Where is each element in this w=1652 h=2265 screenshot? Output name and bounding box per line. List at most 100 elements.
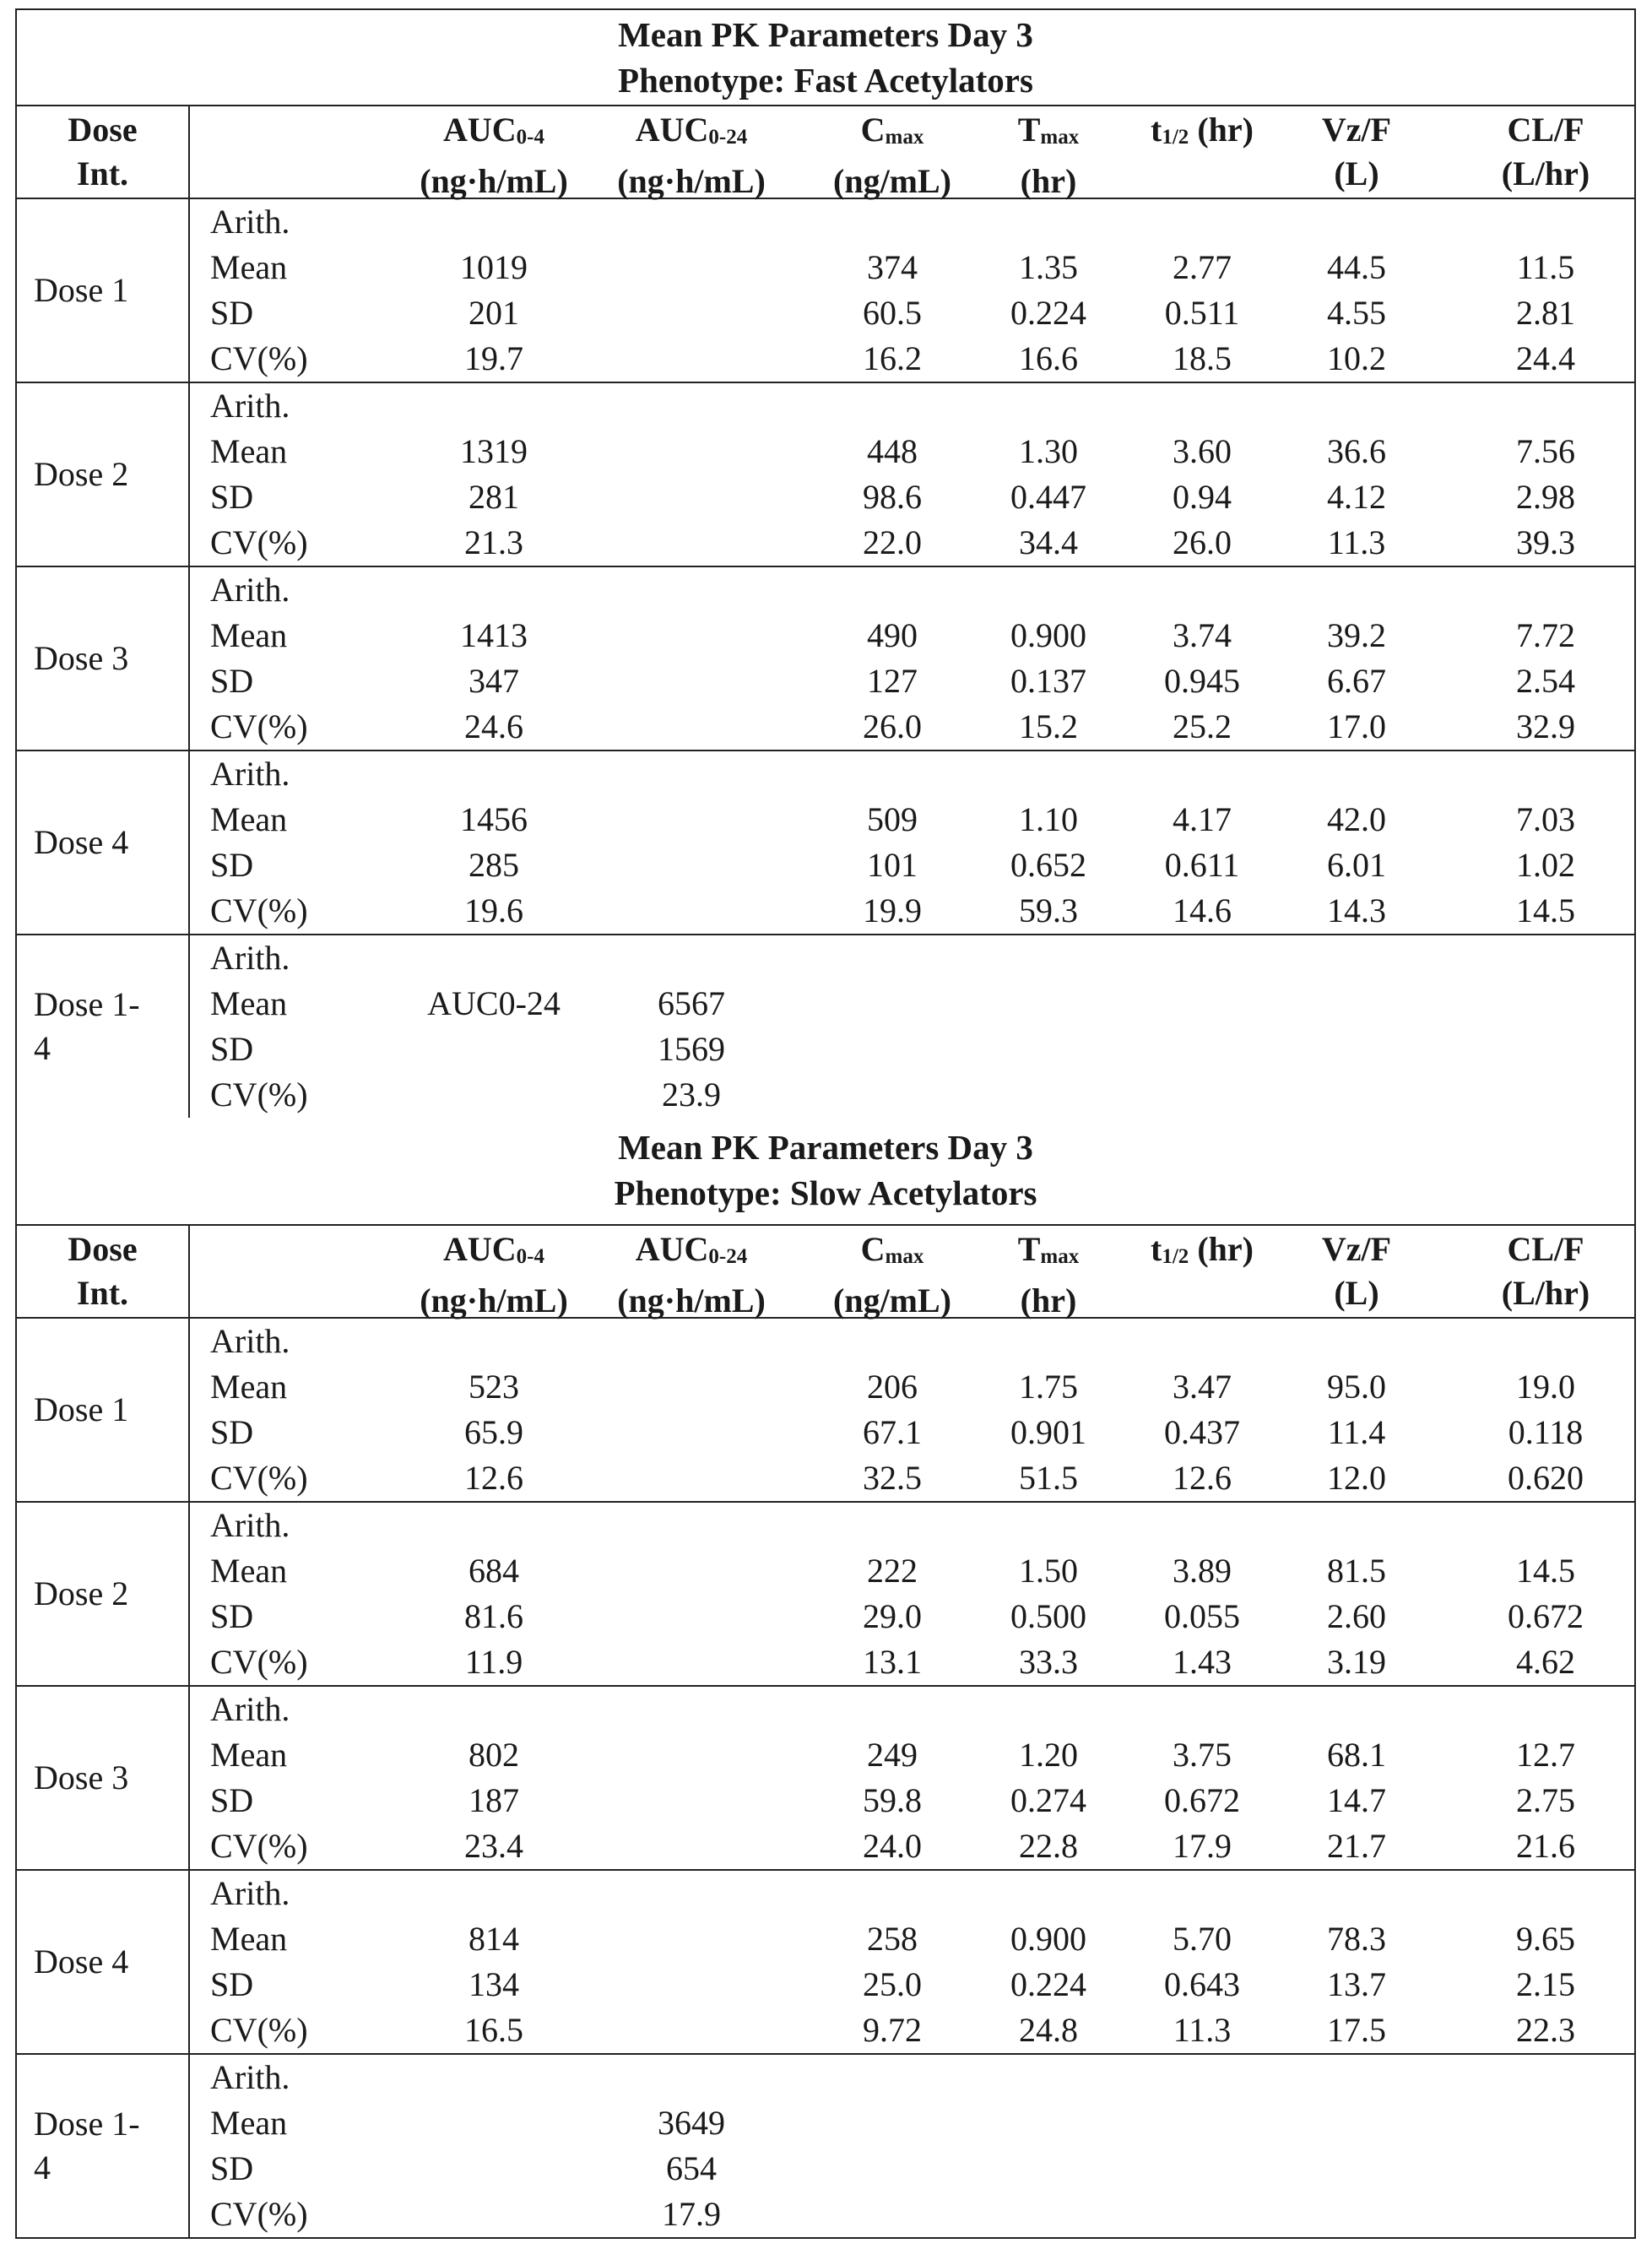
value-cell: 0.620 (1461, 1455, 1630, 1501)
value-cell: 24.8 (964, 2008, 1133, 2053)
value-cell: 19.9 (808, 888, 977, 934)
table-row: CV(%)16.59.7224.811.317.522.3 (190, 2008, 1634, 2053)
column-headers: AUC0-4(ng·h/mL)AUC0-24(ng·h/mL)Cmax(ng/m… (190, 1226, 1634, 1317)
dose-group: Dose 3Arith.Mean8022491.203.7568.112.7SD… (17, 1687, 1634, 1871)
value-cell: 0.224 (964, 1962, 1133, 2008)
table-row: CV(%)12.632.551.512.612.00.620 (190, 1455, 1634, 1501)
dose-interval-header: DoseInt. (17, 1226, 190, 1317)
value-cell: 24.4 (1461, 336, 1630, 382)
column-name: t (1151, 1230, 1162, 1268)
value-cell: 0.900 (964, 1916, 1133, 1962)
value-cell: 10.2 (1272, 336, 1441, 382)
value-cell: 7.03 (1461, 797, 1630, 843)
value-cell: 523 (409, 1364, 578, 1410)
dose-label: Dose 1- 4 (17, 2055, 190, 2237)
value-cell: 14.3 (1272, 888, 1441, 934)
value-cell: 12.7 (1461, 1732, 1630, 1778)
value-cell: 1319 (409, 429, 578, 474)
dose-label: Dose 1- 4 (17, 935, 190, 1118)
value-cell: 802 (409, 1732, 578, 1778)
stat-rows: Arith.Mean3649SD654CV(%)17.9 (190, 2055, 1634, 2237)
value-cell: 16.5 (409, 2008, 578, 2053)
value-cell: 11.3 (1118, 2008, 1286, 2053)
table-row: CV(%)19.716.216.618.510.224.4 (190, 336, 1634, 382)
dose-group: Dose 2Arith.Mean6842221.503.8981.514.5SD… (17, 1503, 1634, 1687)
value-cell: 14.5 (1461, 888, 1630, 934)
pk-parameters-table: Mean PK Parameters Day 3Phenotype: Fast … (15, 8, 1636, 2239)
value-cell: 60.5 (808, 290, 977, 336)
section-title: Mean PK Parameters Day 3Phenotype: Slow … (17, 1118, 1634, 1226)
dose-label: Dose 3 (17, 1687, 190, 1869)
column-subscript: 0-4 (517, 1245, 544, 1268)
dose-group: Dose 1- 4Arith.MeanAUC0-246567SD1569CV(%… (17, 935, 1634, 1118)
value-cell: 206 (808, 1364, 977, 1410)
value-cell: 26.0 (1118, 520, 1286, 566)
stat-label: SD (210, 1594, 253, 1639)
value-cell: 17.9 (607, 2192, 776, 2237)
stat-label: Arith. (210, 1687, 290, 1732)
column-subscript: max (1040, 1245, 1079, 1268)
stat-label: Arith. (210, 567, 290, 613)
value-cell: 11.5 (1461, 245, 1630, 290)
value-cell: 17.0 (1272, 704, 1441, 750)
column-unit: (hr) (922, 1279, 1175, 1323)
value-cell: 44.5 (1272, 245, 1441, 290)
table-row: Arith. (190, 751, 1634, 797)
value-cell: 101 (808, 843, 977, 888)
value-cell: 4.17 (1118, 797, 1286, 843)
value-cell: 65.9 (409, 1410, 578, 1455)
value-cell: 17.5 (1272, 2008, 1441, 2053)
stat-label: CV(%) (210, 1455, 308, 1501)
value-cell: 23.4 (409, 1823, 578, 1869)
column-name: CL/F (1507, 1230, 1584, 1268)
value-cell: 2.15 (1461, 1962, 1630, 2008)
stat-label: Arith. (210, 2055, 290, 2100)
stat-label: Arith. (210, 383, 290, 429)
value-cell: 201 (409, 290, 578, 336)
value-cell: 1456 (409, 797, 578, 843)
value-cell: 3.19 (1272, 1639, 1441, 1685)
column-headers: AUC0-4(ng·h/mL)AUC0-24(ng·h/mL)Cmax(ng/m… (190, 106, 1634, 198)
table-row: CV(%)21.322.034.426.011.339.3 (190, 520, 1634, 566)
dose-header-line: Int. (17, 1271, 188, 1315)
value-cell: 0.672 (1118, 1778, 1286, 1823)
value-cell: 39.3 (1461, 520, 1630, 566)
stat-label: CV(%) (210, 1823, 308, 1869)
column-name: AUC (636, 111, 709, 149)
stat-rows: Arith.Mean8022491.203.7568.112.7SD18759.… (190, 1687, 1634, 1869)
stat-rows: Arith.MeanAUC0-246567SD1569CV(%)23.9 (190, 935, 1634, 1118)
stat-label: Mean (210, 981, 287, 1027)
dose-header-line: Int. (17, 152, 188, 196)
stat-rows: Arith.Mean8142580.9005.7078.39.65SD13425… (190, 1871, 1634, 2053)
column-name: Vz/F (1322, 111, 1391, 149)
stat-label: Arith. (210, 199, 290, 245)
stat-label: SD (210, 474, 253, 520)
value-cell: 684 (409, 1548, 578, 1594)
dose-label: Dose 3 (17, 567, 190, 750)
value-cell: 1413 (409, 613, 578, 658)
value-cell: AUC0-24 (409, 981, 578, 1027)
phenotype-label: Phenotype: Fast Acetylators (17, 57, 1634, 103)
table-row: SD654 (190, 2146, 1634, 2192)
value-cell: 9.65 (1461, 1916, 1630, 1962)
value-cell: 258 (808, 1916, 977, 1962)
table-row: Mean13194481.303.6036.67.56 (190, 429, 1634, 474)
value-cell: 285 (409, 843, 578, 888)
stat-label: SD (210, 1778, 253, 1823)
dose-group: Dose 2Arith.Mean13194481.303.6036.67.56S… (17, 383, 1634, 567)
value-cell: 509 (808, 797, 977, 843)
value-cell: 1.10 (964, 797, 1133, 843)
table-row: CV(%)23.424.022.817.921.721.6 (190, 1823, 1634, 1869)
value-cell: 26.0 (808, 704, 977, 750)
value-cell: 25.2 (1118, 704, 1286, 750)
value-cell: 36.6 (1272, 429, 1441, 474)
table-row: MeanAUC0-246567 (190, 981, 1634, 1027)
value-cell: 0.901 (964, 1410, 1133, 1455)
column-subscript: max (1040, 126, 1079, 149)
value-cell: 1.75 (964, 1364, 1133, 1410)
dose-label: Dose 4 (17, 1871, 190, 2053)
value-cell: 29.0 (808, 1594, 977, 1639)
value-cell: 59.3 (964, 888, 1133, 934)
column-name: AUC (443, 111, 517, 149)
stat-label: CV(%) (210, 1639, 308, 1685)
